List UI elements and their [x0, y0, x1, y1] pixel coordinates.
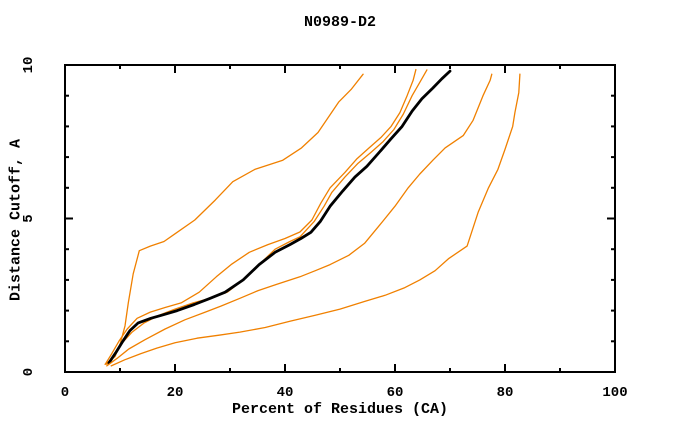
y-axis-ticks	[65, 64, 615, 373]
orange-curve-5	[110, 73, 521, 367]
x-tick-label: 0	[61, 385, 69, 401]
black-curve	[107, 69, 452, 365]
x-axis-ticks	[64, 65, 616, 372]
x-tick-label: 20	[167, 385, 184, 401]
x-tick-label: 100	[602, 385, 627, 401]
x-tick-labels: 0 20 40 60 80 100	[61, 385, 628, 401]
x-tick-label: 80	[497, 385, 514, 401]
x-axis-label: Percent of Residues (CA)	[231, 401, 449, 418]
y-tick-label: 10	[21, 57, 37, 74]
y-tick-labels: 0 5 10	[21, 57, 37, 377]
x-tick-label: 60	[387, 385, 404, 401]
orange-curve-1	[104, 73, 364, 365]
y-tick-label: 0	[21, 368, 37, 376]
x-tick-label: 40	[277, 385, 294, 401]
y-tick-label: 5	[21, 214, 37, 222]
chart-title: N0989-D2	[303, 14, 376, 31]
plot-border	[64, 64, 616, 373]
orange-curve-3	[106, 69, 428, 365]
orange-curve-4	[106, 73, 493, 367]
orange-curve-2	[104, 68, 417, 365]
